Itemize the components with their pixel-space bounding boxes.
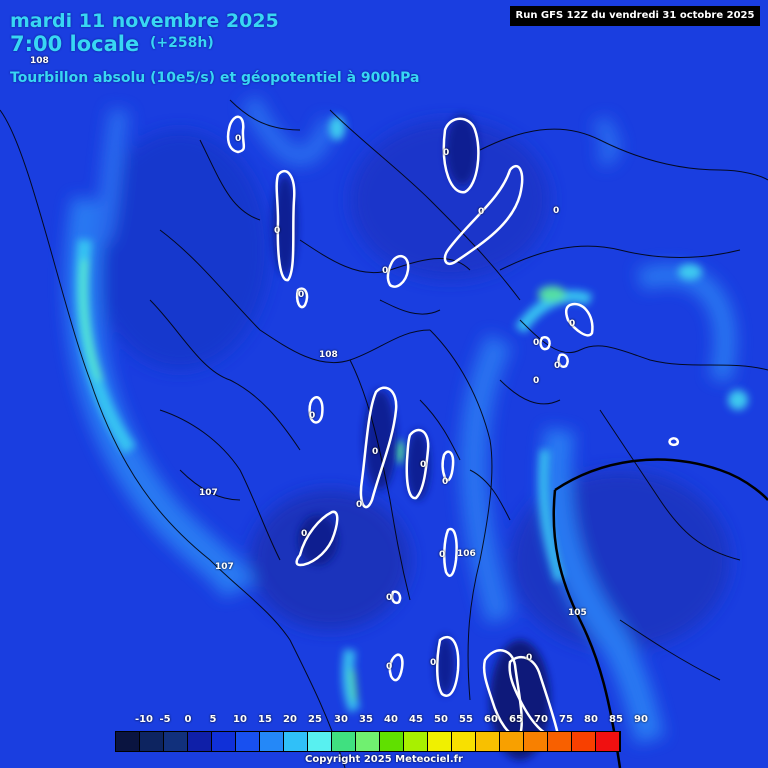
color-swatch (308, 732, 332, 751)
contour-label: 0 (569, 319, 576, 329)
legend-label: 25 (308, 714, 322, 725)
color-swatch (356, 732, 380, 751)
legend-label: 50 (434, 714, 448, 725)
contour-label: 0 (442, 477, 449, 487)
color-swatch (524, 732, 548, 751)
lead-time: (+258h) (150, 35, 214, 51)
contour-label: 0 (533, 376, 540, 386)
contour-label: 0 (356, 500, 363, 510)
legend-label: 65 (509, 714, 523, 725)
geopotential-label: 107 (199, 488, 218, 498)
legend-label: 0 (184, 714, 192, 725)
legend-label: 80 (584, 714, 598, 725)
contour-label: 0 (526, 653, 533, 663)
legend-label: 30 (334, 714, 348, 725)
color-swatch (404, 732, 428, 751)
contour-label: 0 (372, 447, 379, 457)
legend-label: 10 (233, 714, 247, 725)
color-swatch (116, 732, 140, 751)
color-swatch (476, 732, 500, 751)
legend-label: -5 (159, 714, 171, 725)
color-swatch (164, 732, 188, 751)
contour-label: 0 (301, 529, 308, 539)
geopotential-label: 106 (457, 549, 476, 559)
legend-label: 60 (484, 714, 498, 725)
color-swatch (188, 732, 212, 751)
legend-label: 35 (359, 714, 373, 725)
legend-labels: -10 -5 0 5 10 15 20 25 30 35 40 45 50 55… (115, 714, 648, 728)
color-swatch (428, 732, 452, 751)
contour-label: 0 (430, 658, 437, 668)
geopotential-label: 107 (215, 562, 234, 572)
legend-label: 55 (459, 714, 473, 725)
color-swatch (596, 732, 620, 751)
color-swatch (380, 732, 404, 751)
forecast-date: mardi 11 novembre 2025 (10, 10, 279, 32)
map-title: Tourbillon absolu (10e5/s) et géopotenti… (10, 70, 420, 86)
contour-label: 0 (443, 148, 450, 158)
color-swatch (452, 732, 476, 751)
color-swatch (260, 732, 284, 751)
legend-label: 5 (209, 714, 217, 725)
color-swatch (548, 732, 572, 751)
legend-label: 90 (634, 714, 648, 725)
legend-label: 85 (609, 714, 623, 725)
geopotential-label: 105 (568, 608, 587, 618)
legend-label: 15 (258, 714, 272, 725)
color-swatch (500, 732, 524, 751)
contour-label: 0 (420, 460, 427, 470)
contour-label: 0 (274, 226, 281, 236)
color-scale (115, 731, 621, 752)
color-swatch (572, 732, 596, 751)
color-swatch (212, 732, 236, 751)
contour-label: 0 (382, 266, 389, 276)
contour-label: 0 (235, 134, 242, 144)
color-swatch (140, 732, 164, 751)
contour-label: 0 (533, 338, 540, 348)
contour-label: 0 (386, 662, 393, 672)
legend-label: 45 (409, 714, 423, 725)
legend-label: 75 (559, 714, 573, 725)
contour-label: 0 (553, 206, 560, 216)
legend-label: -10 (134, 714, 154, 725)
color-swatch (236, 732, 260, 751)
run-info-banner: Run GFS 12Z du vendredi 31 octobre 2025 (510, 6, 760, 26)
color-swatch (284, 732, 308, 751)
legend-label: 20 (283, 714, 297, 725)
legend-label: 40 (384, 714, 398, 725)
contour-label: 0 (309, 411, 316, 421)
contour-label: 0 (298, 290, 305, 300)
contour-label: 0 (386, 593, 393, 603)
contour-label: 0 (554, 361, 561, 371)
copyright: Copyright 2025 Meteociel.fr (305, 754, 463, 765)
contour-label: 0 (439, 550, 446, 560)
geopotential-label: 108 (319, 350, 338, 360)
contour-label: 0 (478, 207, 485, 217)
forecast-time: 7:00 locale (10, 32, 140, 56)
color-swatch (332, 732, 356, 751)
geopotential-label: 108 (30, 56, 49, 66)
legend-label: 70 (534, 714, 548, 725)
